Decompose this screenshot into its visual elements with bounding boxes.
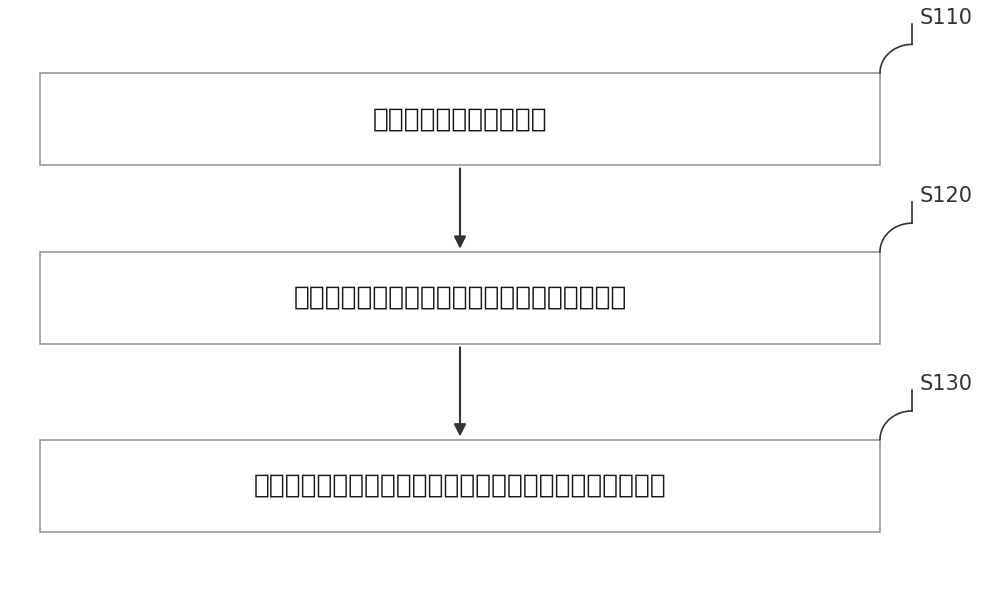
Text: 获取电池系统的电池参数: 获取电池系统的电池参数 <box>373 106 547 132</box>
FancyBboxPatch shape <box>40 440 880 532</box>
Text: S130: S130 <box>920 374 973 394</box>
Text: 根据电池参数确定温度调节系统的温度调节策略: 根据电池参数确定温度调节系统的温度调节策略 <box>293 285 627 311</box>
Text: S110: S110 <box>920 8 973 27</box>
Text: 控制温度调节系统执行温度调节策略，调节电池系统的温度: 控制温度调节系统执行温度调节策略，调节电池系统的温度 <box>254 473 666 499</box>
FancyBboxPatch shape <box>40 73 880 165</box>
FancyBboxPatch shape <box>40 252 880 344</box>
Text: S120: S120 <box>920 187 973 206</box>
